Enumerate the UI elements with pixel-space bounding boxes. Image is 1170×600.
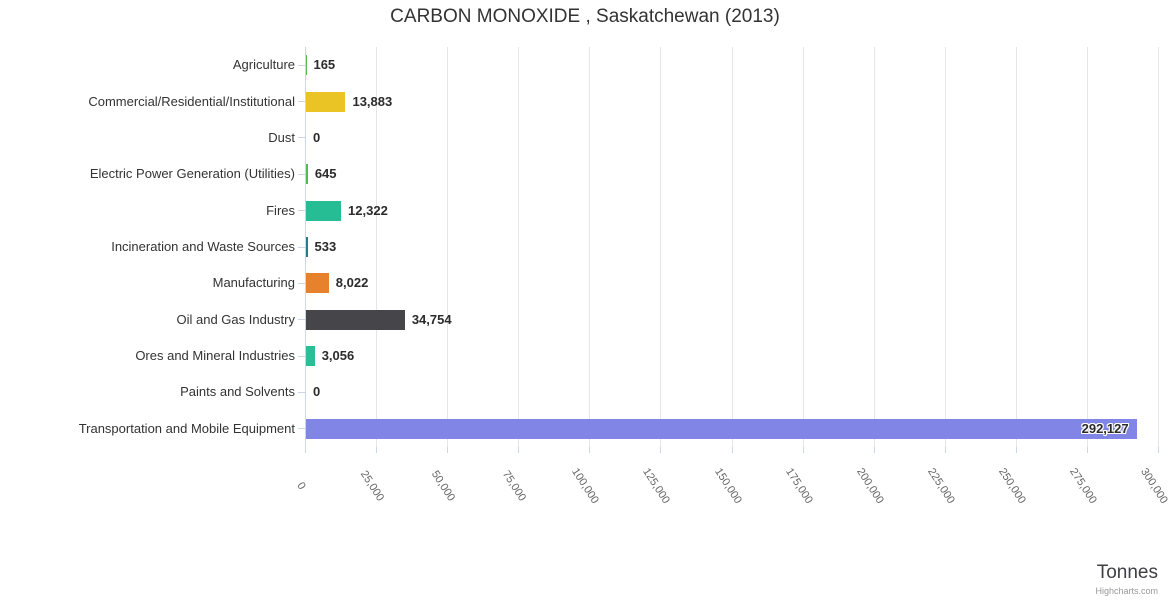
- bar[interactable]: [306, 309, 405, 330]
- highcharts-credits[interactable]: Highcharts.com: [1095, 586, 1158, 596]
- x-tick-label: 250,000: [995, 466, 1028, 506]
- x-axis-tick: [873, 447, 875, 453]
- x-axis-tick: [1086, 447, 1088, 453]
- plot-area: [305, 47, 1159, 447]
- gridline: [731, 47, 733, 447]
- category-label: Commercial/Residential/Institutional: [88, 93, 295, 109]
- x-tick-label: 225,000: [924, 466, 957, 506]
- bar-value-label: 12,322: [348, 202, 388, 218]
- x-axis-tick: [1015, 447, 1017, 453]
- gridline: [376, 47, 378, 447]
- category-label: Agriculture: [232, 57, 295, 73]
- x-tick-label: 125,000: [640, 466, 673, 506]
- category-tick: [298, 64, 305, 66]
- category-label: Manufacturing: [212, 275, 295, 291]
- gridline: [1158, 47, 1159, 447]
- category-label: Fires: [266, 202, 295, 218]
- x-tick-label: 175,000: [782, 466, 815, 506]
- category-label: Oil and Gas Industry: [176, 311, 296, 327]
- category-tick: [298, 282, 305, 284]
- x-axis-tick: [376, 447, 378, 453]
- category-tick: [298, 246, 305, 248]
- category-label: Electric Power Generation (Utilities): [89, 166, 295, 182]
- gridline: [1086, 47, 1088, 447]
- x-axis-tick: [447, 447, 449, 453]
- x-axis-tick: [305, 447, 306, 453]
- x-tick-label: 50,000: [428, 468, 458, 504]
- x-tick-label: 300,000: [1138, 466, 1170, 506]
- category-tick: [298, 428, 305, 430]
- category-tick: [298, 391, 305, 393]
- x-tick-label: 75,000: [500, 468, 529, 504]
- category-tick: [298, 319, 305, 321]
- bar-value-label: 34,754: [411, 311, 452, 327]
- x-axis-tick: [802, 447, 804, 453]
- x-axis-tick: [589, 447, 591, 453]
- bar-value-label: 8,022: [335, 275, 369, 291]
- gridline: [589, 47, 591, 447]
- bar[interactable]: [306, 237, 308, 257]
- gridline: [518, 47, 520, 447]
- chart-title: CARBON MONOXIDE , Saskatchewan (2013): [390, 6, 780, 27]
- gridline: [802, 47, 804, 447]
- gridline: [660, 47, 662, 447]
- bar[interactable]: [306, 91, 346, 112]
- category-tick: [298, 355, 305, 357]
- x-tick-label: 150,000: [711, 466, 744, 506]
- category-tick: [298, 173, 305, 175]
- bar-value-label: 13,883: [352, 93, 393, 109]
- x-axis-title: Tonnes: [1096, 562, 1158, 583]
- bar-value-label: 0: [313, 129, 321, 145]
- category-tick: [298, 101, 305, 103]
- x-tick-label: 275,000: [1067, 466, 1099, 506]
- bar[interactable]: [306, 273, 329, 294]
- bar-value-label: 292,127: [1081, 420, 1129, 436]
- x-tick-label: 25,000: [357, 468, 387, 504]
- x-tick-label: 0: [294, 480, 308, 492]
- bar-value-label: 3,056: [321, 348, 355, 364]
- gridline: [944, 47, 946, 447]
- x-axis-tick: [660, 447, 662, 453]
- bar-value-label: 0: [313, 384, 321, 400]
- bar-value-label: 533: [314, 239, 337, 254]
- bar[interactable]: [306, 346, 315, 367]
- x-axis-tick: [1158, 447, 1159, 453]
- x-tick-label: 200,000: [853, 466, 886, 506]
- bar-value-label: 165: [313, 57, 336, 73]
- category-label: Paints and Solvents: [180, 384, 295, 400]
- bar-value-label: 645: [314, 166, 337, 182]
- gridline: [873, 47, 875, 447]
- category-label: Ores and Mineral Industries: [135, 348, 295, 364]
- x-axis-tick: [518, 447, 520, 453]
- category-label: Incineration and Waste Sources: [111, 239, 295, 254]
- x-axis-tick: [731, 447, 733, 453]
- bar[interactable]: [306, 200, 342, 221]
- gridline: [1015, 47, 1017, 447]
- category-tick: [298, 210, 305, 212]
- category-label: Transportation and Mobile Equipment: [78, 420, 295, 436]
- gridline: [447, 47, 449, 447]
- category-label: Dust: [268, 129, 295, 145]
- category-tick: [298, 137, 305, 139]
- x-tick-label: 100,000: [569, 466, 602, 506]
- x-axis-tick: [944, 447, 946, 453]
- bar[interactable]: [306, 418, 1137, 439]
- bar[interactable]: [306, 164, 308, 185]
